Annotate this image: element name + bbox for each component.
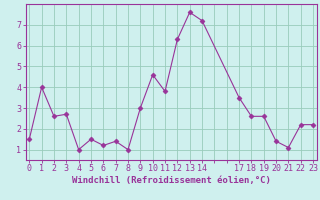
X-axis label: Windchill (Refroidissement éolien,°C): Windchill (Refroidissement éolien,°C): [72, 176, 271, 185]
